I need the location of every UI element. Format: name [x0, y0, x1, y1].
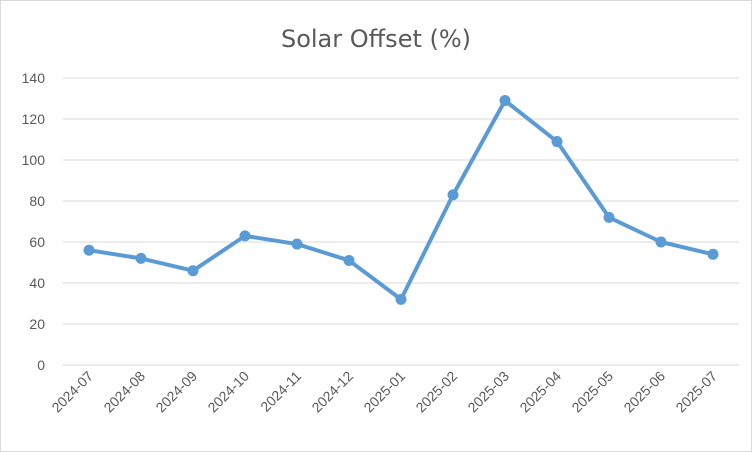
data-point: [447, 189, 459, 201]
x-tick-label: 2025-05: [568, 368, 616, 416]
y-tick-label: 60: [29, 234, 45, 250]
y-tick-label: 0: [37, 357, 45, 373]
data-point: [135, 252, 147, 264]
y-tick-label: 40: [29, 275, 45, 291]
data-point: [291, 238, 303, 250]
x-axis-ticks: 2024-07 2024-08 2024-09 2024-10 2024-11 2024-…: [48, 368, 720, 416]
x-tick-label: 2025-04: [516, 368, 564, 416]
data-point: [343, 254, 355, 266]
y-tick-label: 120: [22, 111, 46, 127]
x-tick-label: 2024-09: [152, 368, 200, 416]
data-point: [655, 236, 667, 248]
data-point: [551, 136, 563, 148]
chart-title: Solar Offset (%): [281, 25, 471, 53]
y-axis-ticks: 0 20 40 60 80 100 120 140: [22, 70, 46, 373]
data-point: [499, 95, 511, 107]
data-point: [187, 265, 199, 277]
y-tick-label: 80: [29, 193, 45, 209]
data-point: [603, 211, 615, 223]
data-point: [707, 248, 719, 260]
series-layer: [83, 95, 719, 305]
y-tick-label: 140: [22, 70, 46, 86]
x-tick-label: 2024-07: [48, 368, 96, 416]
x-tick-label: 2024-08: [100, 368, 148, 416]
y-tick-label: 20: [29, 316, 45, 332]
series-line: [87, 98, 715, 302]
data-point: [395, 293, 407, 305]
x-tick-label: 2025-02: [412, 368, 460, 416]
x-tick-label: 2025-03: [464, 368, 512, 416]
data-point: [83, 244, 95, 256]
y-tick-label: 100: [22, 152, 46, 168]
x-tick-label: 2024-11: [257, 368, 304, 415]
x-tick-label: 2024-12: [308, 368, 356, 416]
x-tick-label: 2024-10: [204, 368, 252, 416]
data-point: [239, 230, 251, 242]
gridlines: [63, 77, 739, 366]
x-tick-label: 2025-07: [672, 368, 720, 416]
x-tick-label: 2025-01: [360, 368, 408, 416]
x-tick-label: 2025-06: [620, 368, 668, 416]
